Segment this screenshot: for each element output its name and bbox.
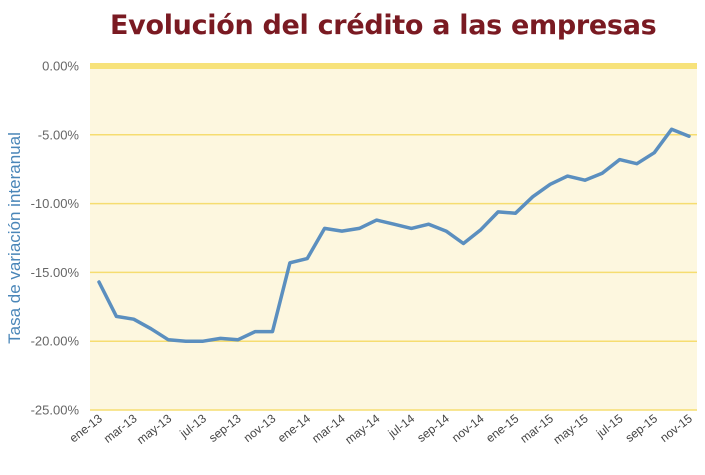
y-axis-label: Tasa de variación interanual: [5, 132, 24, 344]
data-point: [462, 242, 465, 245]
data-point: [358, 227, 361, 230]
plot-area: [90, 66, 697, 410]
y-tick-label: -15.00%: [31, 265, 80, 280]
data-point: [115, 315, 118, 318]
data-point: [635, 162, 639, 165]
x-tick-label: jul-15: [593, 411, 626, 441]
data-point: [392, 223, 396, 226]
x-tick-label: sep-13: [206, 411, 244, 445]
y-tick-label: -5.00%: [38, 127, 80, 142]
x-tick-label: ene-14: [275, 411, 313, 445]
data-point: [444, 229, 448, 233]
x-tick-label: mar-13: [101, 411, 140, 446]
data-point: [583, 179, 587, 182]
data-point: [253, 330, 257, 333]
data-point: [340, 229, 344, 233]
x-tick-label: nov-15: [657, 411, 695, 445]
x-tick-label: nov-13: [241, 411, 279, 445]
data-point: [149, 327, 153, 331]
plot-background: [90, 66, 697, 410]
data-point: [687, 134, 691, 138]
data-point: [496, 210, 500, 214]
data-point: [548, 183, 552, 186]
x-tick-label: ene-15: [483, 411, 521, 445]
y-tick-label: 0.00%: [42, 59, 79, 74]
data-point: [184, 340, 187, 343]
data-point: [479, 228, 482, 231]
data-point: [566, 174, 569, 178]
data-point: [288, 261, 292, 264]
data-point: [410, 227, 413, 230]
x-tick-label: may-14: [342, 411, 382, 447]
x-tick-label: jul-14: [385, 411, 418, 441]
data-point: [306, 257, 309, 260]
data-point: [514, 212, 517, 215]
data-point: [271, 330, 274, 333]
data-point: [132, 317, 135, 321]
data-point: [323, 227, 326, 230]
data-point: [167, 338, 170, 342]
x-tick-label: sep-15: [623, 411, 661, 445]
data-point: [670, 128, 673, 131]
data-point: [201, 340, 205, 343]
data-point: [236, 338, 240, 342]
x-tick-label: mar-14: [309, 411, 348, 446]
gridlines: [90, 63, 697, 411]
chart-title: Evolución del crédito a las empresas: [110, 10, 657, 41]
x-tick-label: may-15: [551, 411, 591, 447]
y-tick-label: -10.00%: [31, 196, 80, 211]
data-point: [618, 158, 621, 161]
x-tick-label: sep-14: [414, 411, 452, 445]
y-tick-label: -20.00%: [31, 334, 80, 349]
data-point: [219, 337, 222, 340]
data-point: [427, 223, 430, 226]
y-tick-label: -25.00%: [31, 403, 80, 418]
data-point: [97, 280, 101, 284]
y-axis-ticks: 0.00% -5.00% -10.00% -15.00% -20.00% -25.00%: [31, 59, 80, 418]
x-tick-label: jul-13: [176, 411, 209, 441]
x-tick-label: may-13: [134, 411, 174, 447]
x-tick-label: mar-15: [517, 411, 556, 446]
data-point: [531, 195, 535, 198]
data-point: [375, 218, 378, 222]
series-line: [97, 127, 691, 343]
data-point: [601, 172, 604, 175]
x-tick-label: nov-14: [449, 411, 487, 445]
data-point: [653, 151, 656, 154]
